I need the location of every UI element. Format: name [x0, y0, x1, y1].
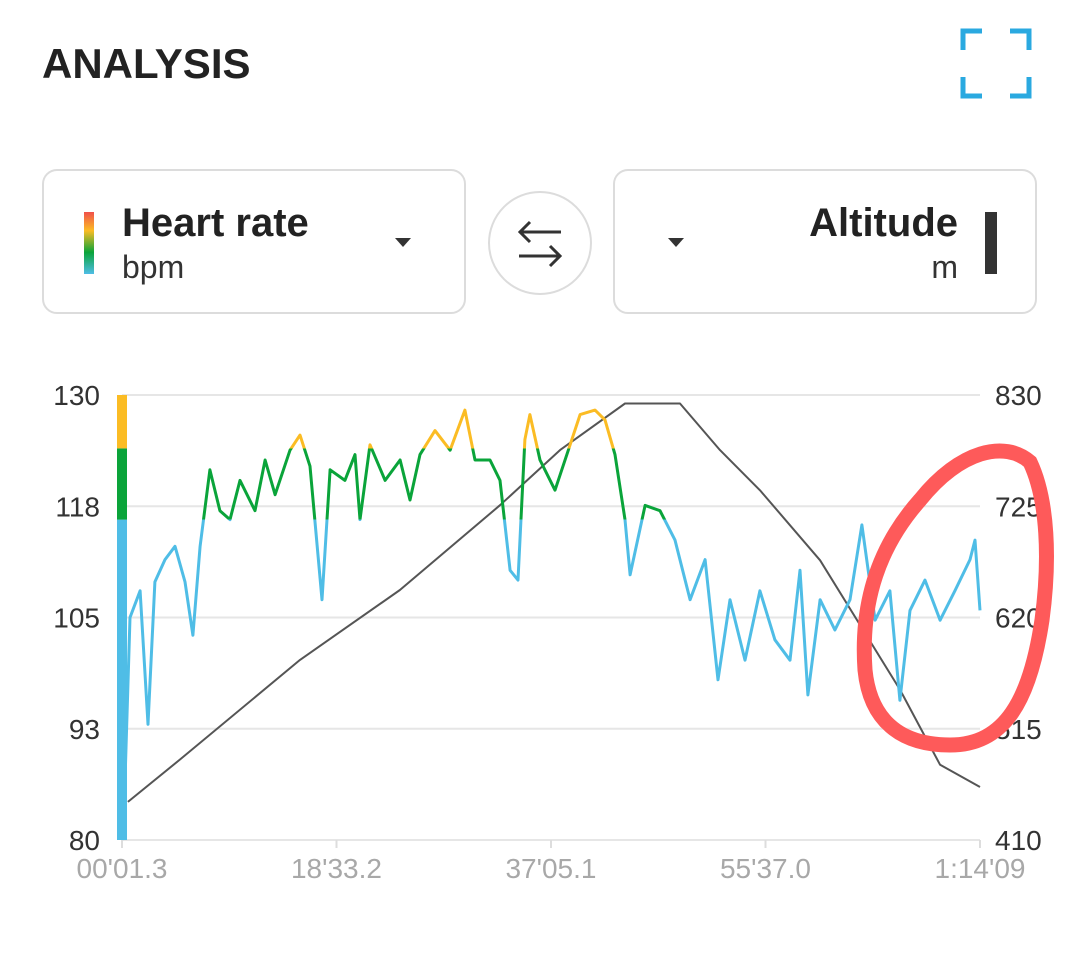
altitude-icon: [985, 212, 997, 274]
page-title: ANALYSIS: [42, 40, 251, 87]
right-metric-name: Altitude: [809, 201, 958, 245]
left-metric-name: Heart rate: [122, 201, 309, 245]
right-selector[interactable]: [613, 169, 1037, 314]
annotation-circle: [856, 443, 1054, 753]
x-tick-label: 37'05.1: [505, 853, 596, 884]
y2-tick-label: 830: [995, 380, 1042, 411]
dropdown-arrow[interactable]: [668, 238, 684, 247]
heart-rate-icon: [84, 212, 94, 274]
swap-button[interactable]: [488, 191, 592, 295]
zone-bar: [117, 395, 127, 449]
left-selector[interactable]: [42, 169, 466, 314]
left-metric-unit: bpm: [122, 249, 184, 285]
x-tick-label: 1:14'09: [935, 853, 1026, 884]
zone-bar: [117, 448, 127, 520]
x-tick-label: 55'37.0: [720, 853, 811, 884]
y-tick-label: 105: [53, 603, 100, 634]
x-tick-label: 00'01.3: [77, 853, 168, 884]
heart-rate-line: [120, 408, 982, 841]
y-tick-label: 118: [55, 491, 100, 522]
right-metric-unit: m: [931, 249, 958, 285]
dropdown-arrow[interactable]: [395, 238, 411, 247]
zone-bar: [117, 519, 127, 840]
x-tick-label: 18'33.2: [291, 853, 382, 884]
y-tick-label: 93: [69, 714, 100, 745]
y-tick-label: 80: [69, 825, 100, 856]
fullscreen-button[interactable]: [960, 28, 1032, 99]
y2-tick-label: 410: [995, 825, 1042, 856]
swap-icon: [517, 220, 563, 268]
altitude-line: [127, 402, 981, 803]
y-tick-label: 130: [53, 380, 100, 411]
